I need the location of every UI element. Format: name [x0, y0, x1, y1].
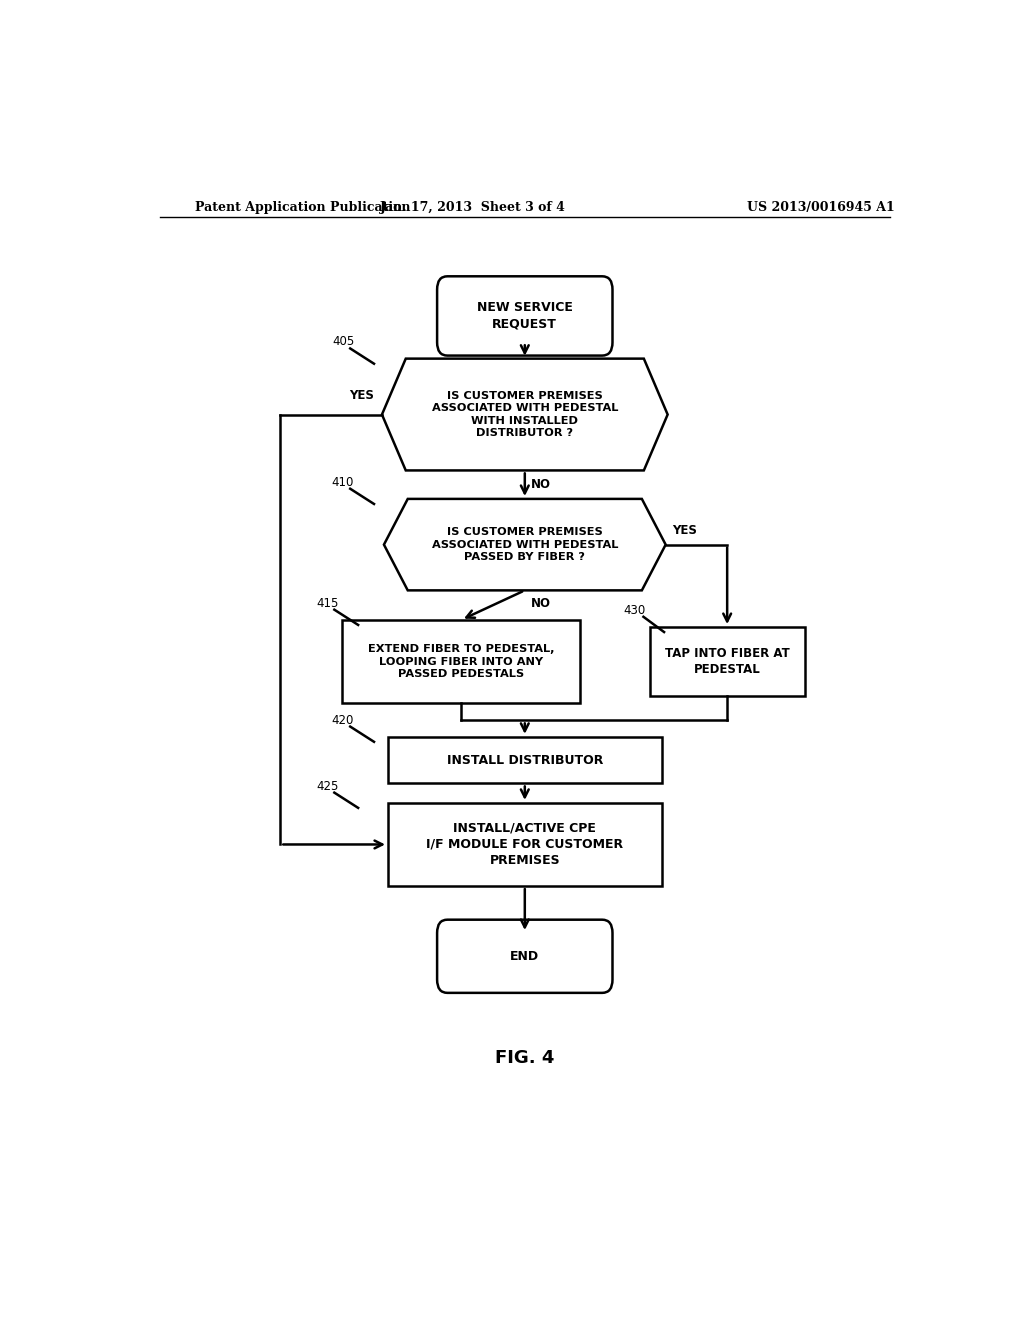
Bar — [342, 620, 581, 704]
Text: TAP INTO FIBER AT
PEDESTAL: TAP INTO FIBER AT PEDESTAL — [665, 647, 790, 676]
Text: EXTEND FIBER TO PEDESTAL,
LOOPING FIBER INTO ANY
PASSED PEDESTALS: EXTEND FIBER TO PEDESTAL, LOOPING FIBER … — [368, 644, 555, 678]
Text: IS CUSTOMER PREMISES
ASSOCIATED WITH PEDESTAL
WITH INSTALLED
DISTRIBUTOR ?: IS CUSTOMER PREMISES ASSOCIATED WITH PED… — [431, 391, 618, 438]
Text: NO: NO — [531, 478, 551, 491]
Text: 410: 410 — [332, 475, 354, 488]
FancyBboxPatch shape — [437, 920, 612, 993]
FancyBboxPatch shape — [437, 276, 612, 355]
Polygon shape — [384, 499, 666, 590]
Text: FIG. 4: FIG. 4 — [496, 1049, 554, 1067]
Text: Jan. 17, 2013  Sheet 3 of 4: Jan. 17, 2013 Sheet 3 of 4 — [380, 201, 566, 214]
Text: END: END — [510, 950, 540, 962]
Text: NO: NO — [531, 598, 551, 610]
Text: IS CUSTOMER PREMISES
ASSOCIATED WITH PEDESTAL
PASSED BY FIBER ?: IS CUSTOMER PREMISES ASSOCIATED WITH PED… — [431, 527, 618, 562]
Text: 430: 430 — [624, 603, 646, 616]
Bar — [388, 803, 662, 886]
Text: INSTALL/ACTIVE CPE
I/F MODULE FOR CUSTOMER
PREMISES: INSTALL/ACTIVE CPE I/F MODULE FOR CUSTOM… — [426, 822, 624, 867]
Text: 405: 405 — [332, 335, 354, 348]
Text: US 2013/0016945 A1: US 2013/0016945 A1 — [748, 201, 895, 214]
Text: 415: 415 — [316, 597, 338, 610]
Text: INSTALL DISTRIBUTOR: INSTALL DISTRIBUTOR — [446, 754, 603, 767]
Text: YES: YES — [672, 524, 697, 536]
Text: YES: YES — [349, 389, 374, 403]
Text: 420: 420 — [332, 714, 354, 726]
Text: 425: 425 — [316, 780, 338, 792]
Polygon shape — [382, 359, 668, 470]
Text: NEW SERVICE
REQUEST: NEW SERVICE REQUEST — [477, 301, 572, 330]
Text: Patent Application Publication: Patent Application Publication — [196, 201, 411, 214]
Bar — [388, 737, 662, 784]
Bar — [650, 627, 805, 696]
